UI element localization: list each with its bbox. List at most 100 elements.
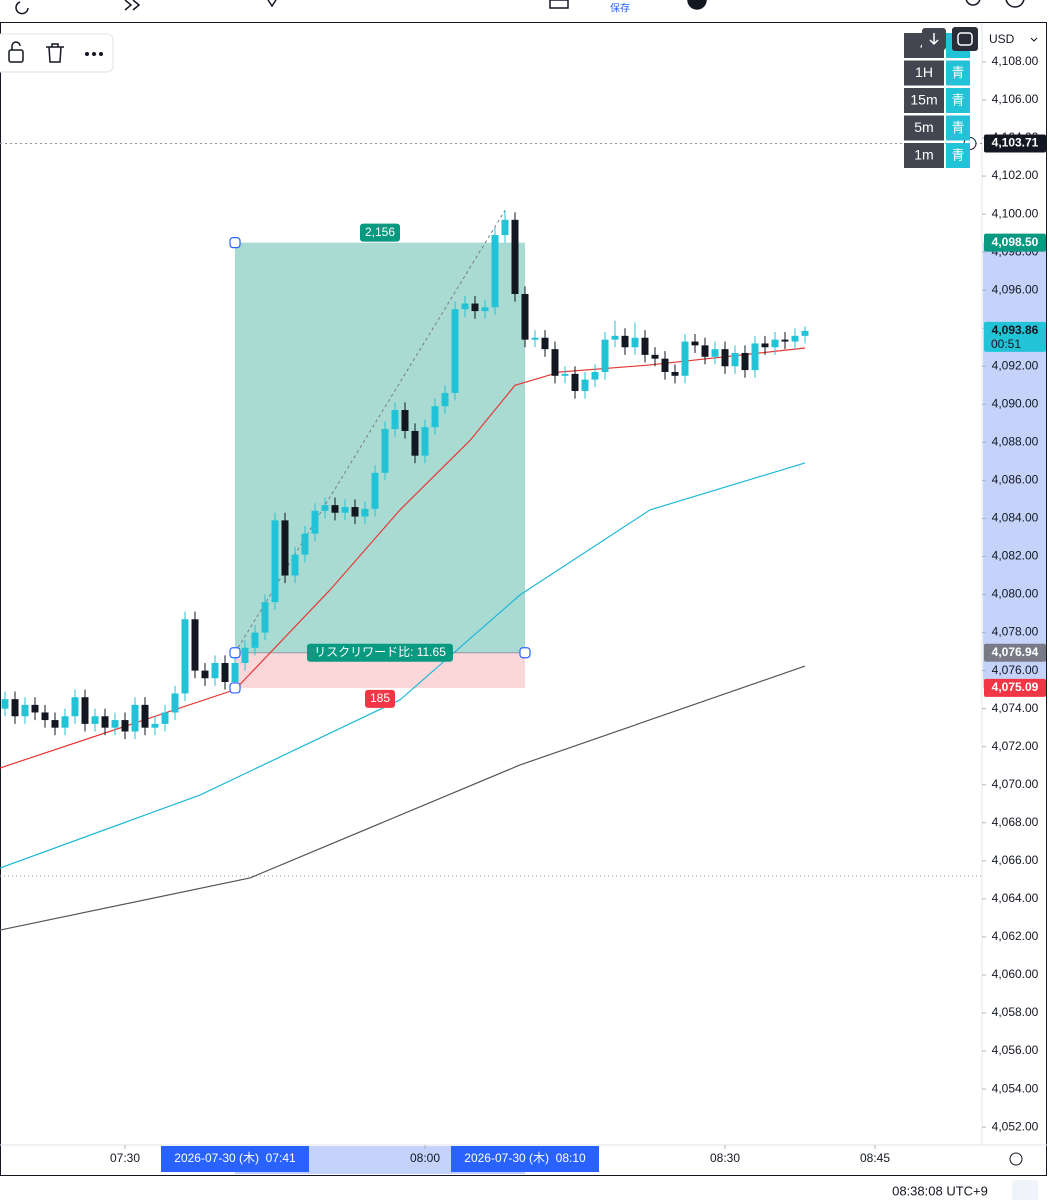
target-label: 2,156 <box>365 225 395 239</box>
candle-body <box>351 507 359 517</box>
candle-body <box>531 337 539 340</box>
candle-body <box>701 345 709 357</box>
candle-body <box>401 410 409 431</box>
candle-body <box>561 373 569 376</box>
interval-label: 1H <box>915 64 933 80</box>
candle-body <box>361 508 369 517</box>
interval-label: 1m <box>914 147 933 163</box>
icon-settings[interactable] <box>1005 0 1025 8</box>
price-tag-label: 4,076.94 <box>992 645 1039 659</box>
interval-tag-bg <box>946 143 970 168</box>
candle-body <box>1 699 9 709</box>
fullscreen-button[interactable] <box>952 27 978 51</box>
interval-row[interactable]: 15m 青 <box>904 88 970 113</box>
interval-row[interactable]: 5m 青 <box>904 115 970 141</box>
candle-body <box>91 716 99 724</box>
y-tick-label: 4,052.00 <box>992 1119 1039 1133</box>
price-tag-label: 4,093.86 <box>992 323 1039 337</box>
y-tick-label: 4,060.00 <box>992 967 1039 981</box>
candle-body <box>411 430 419 456</box>
candle-body <box>441 392 449 407</box>
candle-body <box>751 343 759 371</box>
y-tick-label: 4,080.00 <box>992 587 1039 601</box>
position-handle <box>519 647 531 659</box>
time-label-bg <box>451 1146 599 1172</box>
chart-layer: 4,052.00 4,054.00 4,056.00 4,058.00 4,060.00… <box>0 54 1046 1174</box>
candle-body <box>321 505 329 511</box>
price-tag <box>984 233 1046 252</box>
position-handle <box>229 237 241 249</box>
candle-body <box>121 720 129 732</box>
candle-body <box>281 520 289 576</box>
candle-body <box>661 358 669 372</box>
icon-lock[interactable] <box>8 49 24 63</box>
save-status[interactable]: 保存 <box>610 2 630 15</box>
icon-alert[interactable] <box>15 1 29 15</box>
icon-search[interactable] <box>965 0 981 6</box>
y-tick-label: 4,108.00 <box>992 54 1039 68</box>
y-tick-label: 4,092.00 <box>992 358 1039 372</box>
icon-layout[interactable] <box>549 0 569 9</box>
icon-replay[interactable] <box>124 0 141 11</box>
y-tick-label: 4,066.00 <box>992 853 1039 867</box>
candle-body <box>451 309 459 393</box>
y-tick-label: 4,064.00 <box>992 891 1039 905</box>
candle-body <box>611 335 619 340</box>
x-tick-label: 08:45 <box>860 1151 890 1165</box>
candle-body <box>131 704 139 732</box>
y-tick-label: 4,086.00 <box>992 473 1039 487</box>
icon-undo[interactable] <box>267 0 277 8</box>
price-tag-label: 4,098.50 <box>992 235 1039 249</box>
candle-body <box>671 371 679 376</box>
x-tick-label: 08:00 <box>410 1151 440 1165</box>
candle-body <box>271 520 279 603</box>
interval-tag: 青 <box>951 92 964 107</box>
icon-caret <box>1030 37 1038 42</box>
y-tick-label: 4,082.00 <box>992 549 1039 563</box>
icon-account[interactable] <box>687 0 707 10</box>
candle-body <box>211 663 219 679</box>
interval-tag-bg <box>946 115 970 141</box>
icon-time-settings[interactable] <box>1009 1152 1023 1166</box>
y-tick-label: 4,074.00 <box>992 701 1039 715</box>
candle-body <box>491 235 499 308</box>
candle-body <box>341 507 349 513</box>
price-tag <box>984 134 1046 153</box>
candle-body <box>681 341 689 376</box>
target-label-bg <box>360 223 400 242</box>
icon-fullscreen <box>957 32 973 46</box>
x-tick-label: 08:30 <box>710 1151 740 1165</box>
icon-more[interactable] <box>85 52 103 56</box>
interval-row[interactable]: 1m 青 <box>904 143 970 168</box>
currency[interactable]: USD <box>989 32 1015 46</box>
icon-down <box>929 33 939 46</box>
interval-row[interactable]: 1H 青 <box>904 60 970 86</box>
price-tag <box>984 643 1046 662</box>
y-tick-label: 4,054.00 <box>992 1081 1039 1095</box>
interval-label: 15m <box>910 92 937 108</box>
icon-delete[interactable] <box>46 43 64 63</box>
candle-body <box>631 337 639 348</box>
moving-average <box>0 665 806 931</box>
candle-body <box>551 349 559 376</box>
candle-body <box>21 704 29 717</box>
stop-label-bg <box>365 689 395 708</box>
y-tick-label: 4,068.00 <box>992 815 1039 829</box>
candle-body <box>51 720 59 728</box>
x-tick-label: 07:30 <box>110 1151 140 1165</box>
candle-body <box>651 354 659 359</box>
y-tick-label: 4,072.00 <box>992 739 1039 753</box>
candle-body <box>11 699 19 717</box>
y-tick-label: 4,100.00 <box>992 206 1039 220</box>
candle-body <box>31 704 39 713</box>
interval-button <box>904 88 944 113</box>
position-handle <box>229 647 241 659</box>
candle-body <box>741 352 749 371</box>
countdown: 00:51 <box>991 337 1021 351</box>
candle-body <box>371 472 379 509</box>
candle-body <box>461 303 469 310</box>
candle-body <box>691 341 699 346</box>
candle-body <box>231 663 239 683</box>
status-button[interactable] <box>1012 1180 1038 1200</box>
price-tag-label: 4,075.09 <box>992 680 1039 694</box>
